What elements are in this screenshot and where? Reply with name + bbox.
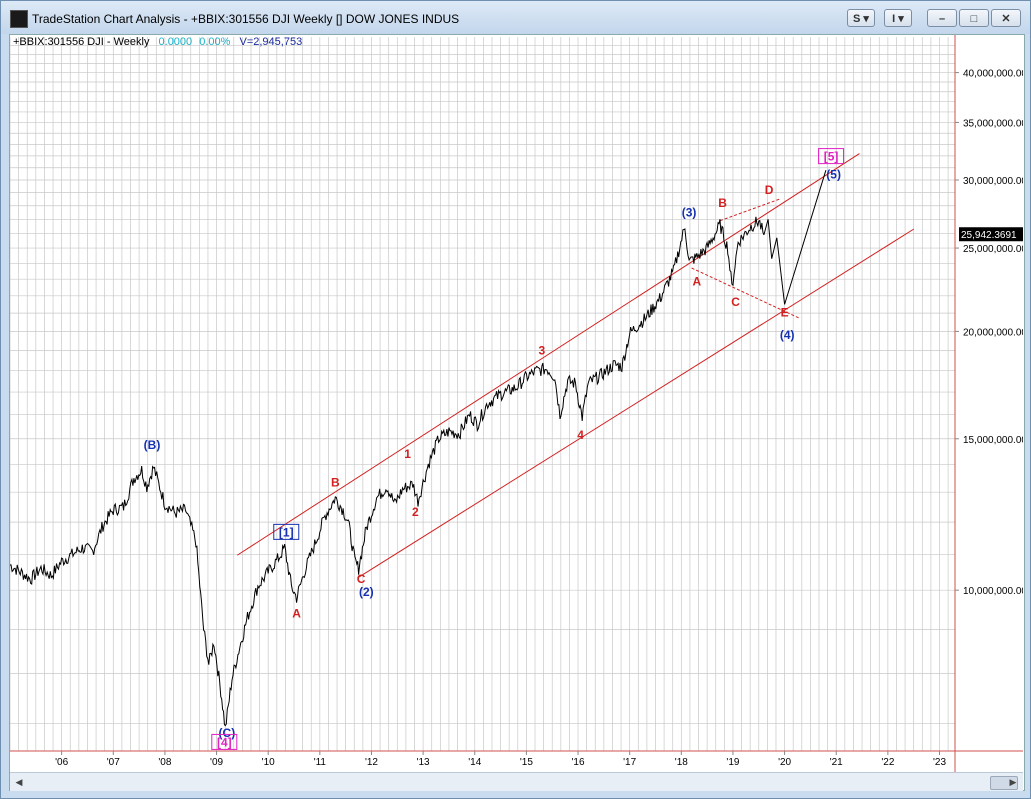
y-tick-label: 30,000,000.0000 xyxy=(963,176,1023,187)
y-tick-label: 15,000,000.0000 xyxy=(963,435,1023,446)
x-tick-label: '08 xyxy=(158,757,171,768)
wave-label: A xyxy=(292,606,301,620)
x-tick-label: '15 xyxy=(520,757,533,768)
wave-label: [4] xyxy=(217,735,232,749)
y-tick-label: 20,000,000.0000 xyxy=(963,327,1023,338)
title-bar[interactable]: TradeStation Chart Analysis - +BBIX:3015… xyxy=(1,1,1030,34)
scroll-right-icon[interactable]: ▶ xyxy=(1009,777,1017,787)
wave-label: [1] xyxy=(279,525,294,539)
x-axis: '06 '07 '08 '09 '10 '11 '12 '13 '14 '15 '16 '17 '18 '… xyxy=(55,751,946,768)
window-title: TradeStation Chart Analysis - +BBIX:3015… xyxy=(32,12,460,26)
last-price-box xyxy=(959,227,1023,242)
minimize-icon: – xyxy=(938,13,946,25)
wave-label: B xyxy=(718,196,727,210)
wave-label: C xyxy=(731,295,740,309)
wave-label-box xyxy=(211,733,238,750)
wave-label: 2 xyxy=(412,505,419,519)
y-tick-label: 35,000,000.0000 xyxy=(963,118,1023,129)
grid xyxy=(10,35,1023,772)
symbol-label: +BBIX:301556 DJI - Weekly xyxy=(13,36,150,48)
price-line xyxy=(10,216,765,727)
chart-header: +BBIX:301556 DJI - Weekly 0.0000 0.00% V… xyxy=(13,36,302,48)
wave-label-box xyxy=(818,148,845,165)
chart-frame xyxy=(9,34,1025,791)
x-tick-label: '22 xyxy=(881,757,894,768)
wave-label: (4) xyxy=(780,328,795,342)
x-tick-label: '23 xyxy=(933,757,946,768)
x-tick-label: '10 xyxy=(262,757,275,768)
scroll-left-icon[interactable]: ◀ xyxy=(15,777,23,787)
x-tick-label: '14 xyxy=(468,757,481,768)
triangle-upper-line xyxy=(719,198,780,222)
i-button-label: I xyxy=(892,13,896,25)
wave-label: C xyxy=(357,572,366,586)
s-button-label: S xyxy=(853,13,861,25)
x-tick-label: '12 xyxy=(365,757,378,768)
x-tick-label: '13 xyxy=(417,757,430,768)
app-icon xyxy=(10,10,28,28)
price-chart[interactable]: '06 '07 '08 '09 '10 '11 '12 '13 '14 '15 '16 '17 '18 '… xyxy=(10,35,1023,772)
wave-label: D xyxy=(765,183,774,197)
x-tick-label: '19 xyxy=(726,757,739,768)
wave-label: (5) xyxy=(826,168,841,182)
wave-label: 3 xyxy=(539,343,546,357)
maximize-icon: □ xyxy=(970,13,978,25)
volume-value: V=2,945,753 xyxy=(239,36,303,48)
y-tick-label: 10,000,000.0000 xyxy=(963,586,1023,597)
maximize-button[interactable]: □ xyxy=(959,9,989,27)
close-icon: ✕ xyxy=(1001,13,1011,25)
wave-label: E xyxy=(781,306,789,320)
s-menu-button[interactable]: S ▾ xyxy=(847,9,875,27)
x-tick-label: '06 xyxy=(55,757,68,768)
wave-label-box xyxy=(273,523,300,540)
x-tick-label: '11 xyxy=(314,757,327,768)
close-button[interactable]: ✕ xyxy=(991,9,1021,27)
minimize-button[interactable]: – xyxy=(927,9,957,27)
y-tick-label: 25,000,000.0000 xyxy=(963,244,1023,255)
i-menu-button[interactable]: I ▾ xyxy=(884,9,912,27)
change-percent: 0.00% xyxy=(199,36,231,48)
wave-label: A xyxy=(692,275,701,289)
wave-label: 4 xyxy=(577,428,584,442)
horizontal-scrollbar[interactable]: ◀ ▶ xyxy=(10,772,1023,791)
x-tick-label: '18 xyxy=(675,757,688,768)
y-tick-label: 40,000,000.0000 xyxy=(963,69,1023,80)
wave-label: [5] xyxy=(824,150,839,164)
y-axis: 10,000,000.0000 15,000,000.0000 20,000,000… xyxy=(955,69,1023,597)
wave-label: (B) xyxy=(144,438,161,452)
wave-label: (C) xyxy=(219,726,236,740)
projection-line xyxy=(763,170,827,305)
x-tick-label: '20 xyxy=(778,757,791,768)
channel-upper-line xyxy=(236,153,860,556)
chart-lines xyxy=(10,153,914,727)
scroll-thumb[interactable] xyxy=(990,776,1018,790)
x-tick-label: '07 xyxy=(107,757,120,768)
x-tick-label: '17 xyxy=(623,757,636,768)
wave-label: (3) xyxy=(682,206,697,220)
channel-lower-line xyxy=(358,228,914,578)
wave-label: (2) xyxy=(359,585,374,599)
last-price-label: 25,942.3691 xyxy=(961,230,1017,241)
wave-label: B xyxy=(331,476,340,490)
x-tick-label: '09 xyxy=(210,757,223,768)
x-tick-label: '21 xyxy=(830,757,843,768)
x-tick-label: '16 xyxy=(572,757,585,768)
wave-label: 1 xyxy=(404,447,411,461)
change-value: 0.0000 xyxy=(158,36,193,48)
